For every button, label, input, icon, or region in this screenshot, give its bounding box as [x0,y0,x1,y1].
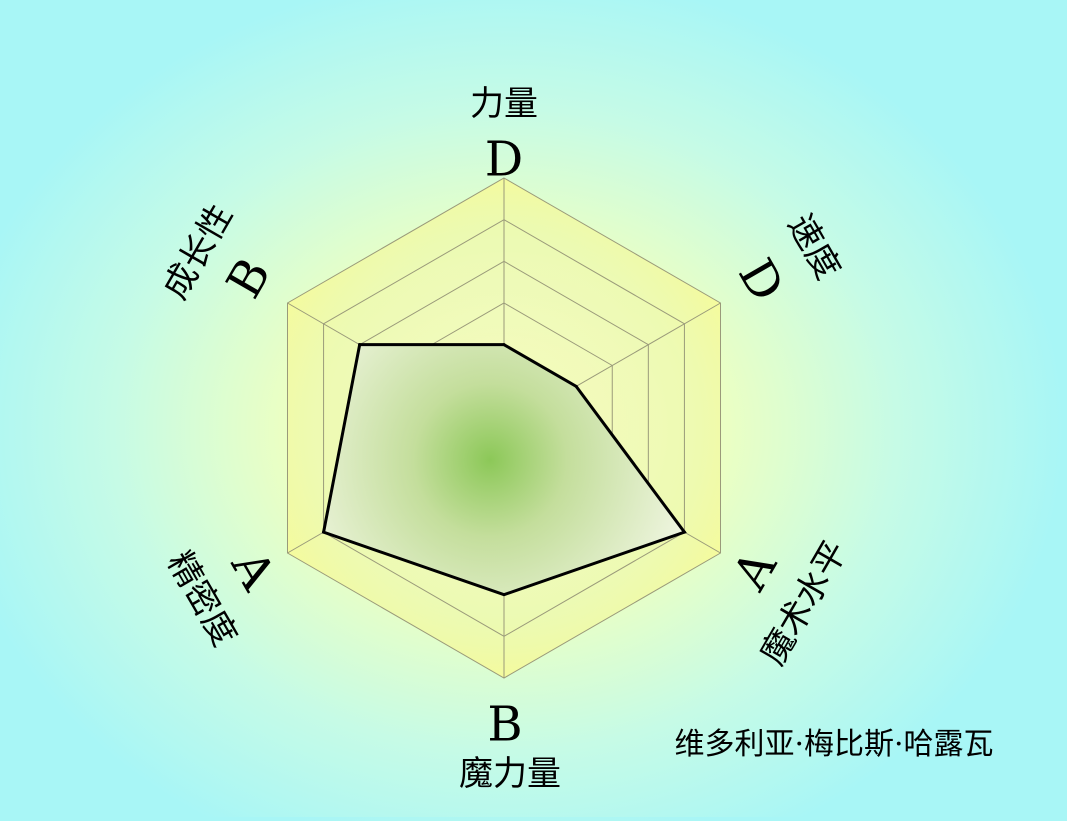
axis-grade-1: D [485,132,523,188]
character-name: 维多利亚·梅比斯·哈露瓦 [674,727,993,762]
axis-label-6: 成长性 [155,198,241,306]
axis-grade-3: A [722,540,789,600]
axis-grade-5: A [220,540,287,600]
axis-label-3: 魔术水平 [753,534,856,672]
data-point-4 [502,593,506,597]
data-point-2 [574,384,578,388]
data-point-1 [502,343,506,347]
axis-label-4: 魔力量 [459,754,561,794]
axis-grade-4: B [487,697,522,753]
axis-grade-6: B [216,249,282,308]
data-point-5 [322,530,326,534]
radar-data-layer [321,343,687,597]
axis-label-5: 精密度 [159,545,245,653]
data-point-6 [358,343,362,347]
axis-grade-2: D [727,250,795,311]
axis-label-1: 力量 [470,84,538,124]
data-point-3 [682,530,686,534]
